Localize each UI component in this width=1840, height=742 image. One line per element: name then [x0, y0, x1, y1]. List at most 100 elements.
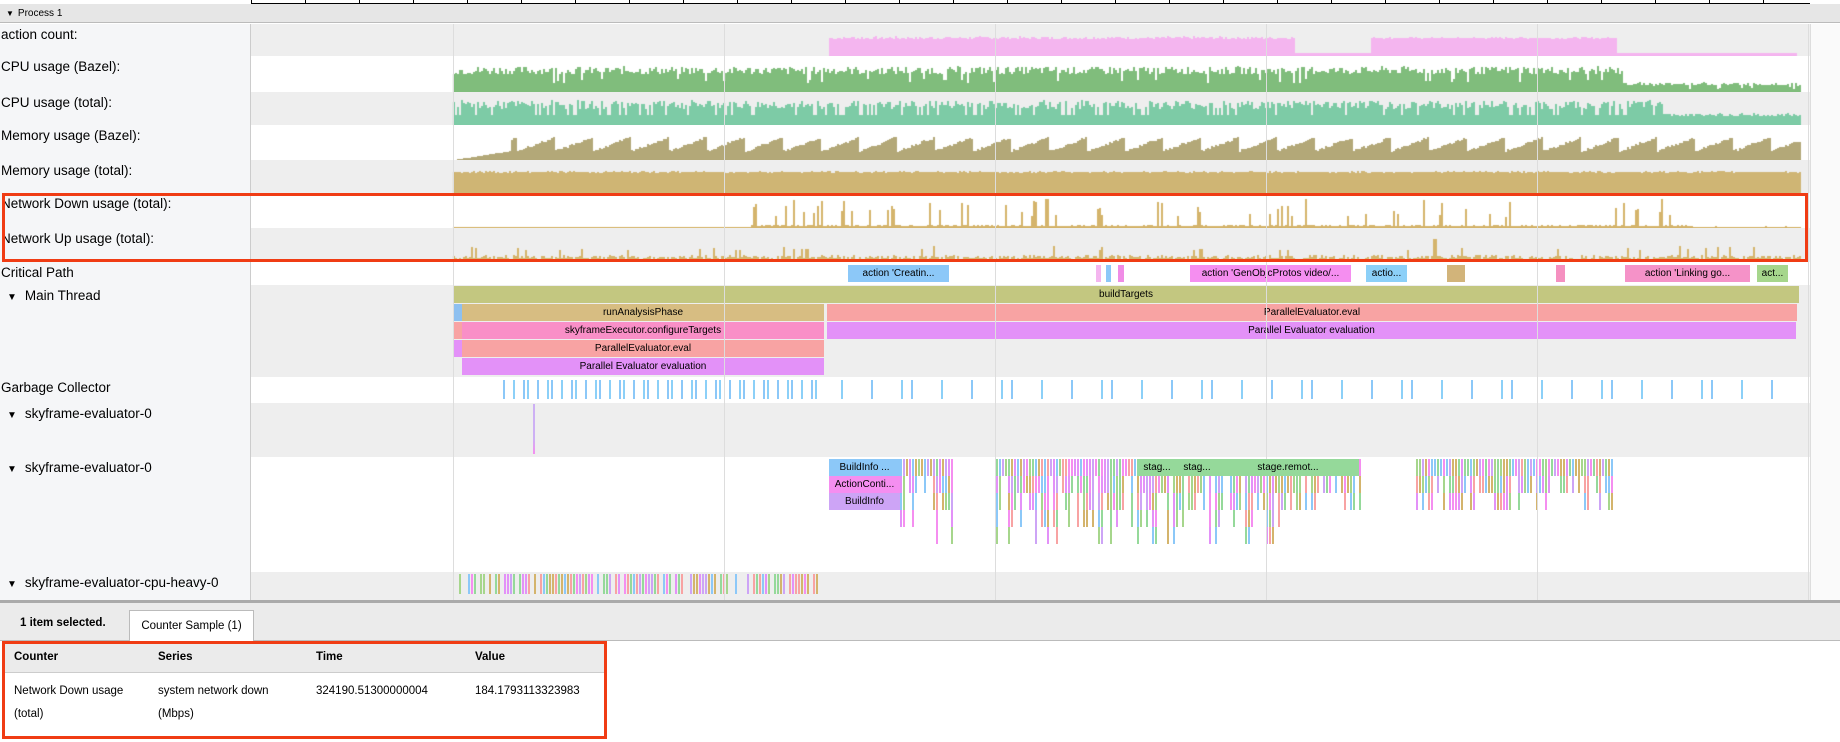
- evaluator-slice[interactable]: [1605, 476, 1607, 493]
- evaluator-slice[interactable]: [912, 510, 914, 527]
- evaluator-slice[interactable]: [1197, 476, 1199, 493]
- evaluator-slice[interactable]: [1221, 493, 1223, 510]
- evaluator-slice[interactable]: [1461, 476, 1463, 493]
- cpu-heavy-slice[interactable]: [510, 574, 512, 594]
- evaluator-slice[interactable]: [1542, 476, 1544, 493]
- gc-event[interactable]: [1611, 380, 1613, 399]
- cpu-heavy-slice[interactable]: [540, 574, 542, 594]
- network-up-chart[interactable]: [251, 228, 1810, 262]
- evaluator-slice[interactable]: [1347, 476, 1349, 493]
- evaluator-slice[interactable]: [1035, 493, 1037, 510]
- evaluator-slice[interactable]: [1536, 476, 1538, 493]
- evaluator-slice[interactable]: [996, 493, 998, 510]
- evaluator-slice[interactable]: [1245, 510, 1247, 527]
- evaluator-slice[interactable]: [1530, 459, 1532, 476]
- evaluator-slice[interactable]: [1359, 459, 1361, 476]
- evaluator-slice[interactable]: [1314, 493, 1316, 510]
- evaluator-slice[interactable]: [1068, 459, 1070, 476]
- cpu-heavy-slice[interactable]: [747, 574, 749, 594]
- gc-event[interactable]: [657, 380, 659, 399]
- cpu-heavy-slice[interactable]: [792, 574, 794, 594]
- evaluator-slice[interactable]: [1290, 493, 1292, 510]
- slice-parallel-evaluator-eval[interactable]: ParallelEvaluator.eval: [462, 340, 824, 357]
- evaluator-slice[interactable]: [933, 459, 935, 476]
- evaluator-slice[interactable]: [1029, 459, 1031, 476]
- cpu-heavy-slice[interactable]: [558, 574, 560, 594]
- evaluator-slice[interactable]: [1443, 493, 1445, 510]
- evaluator-slice[interactable]: [1083, 493, 1085, 510]
- evaluator-slice[interactable]: [1500, 459, 1502, 476]
- evaluator-slice[interactable]: [1341, 476, 1343, 493]
- cpu-heavy-slice[interactable]: [705, 574, 707, 594]
- evaluator-slice[interactable]: [1065, 476, 1067, 493]
- memory-bazel-chart[interactable]: [251, 125, 1810, 160]
- evaluator-slice[interactable]: [948, 493, 950, 510]
- evaluator-slice[interactable]: [1074, 459, 1076, 476]
- evaluator-slice[interactable]: [1056, 476, 1058, 493]
- gc-event[interactable]: [1471, 380, 1473, 399]
- evaluator-slice[interactable]: [1599, 459, 1601, 476]
- evaluator-slice[interactable]: [1152, 493, 1154, 510]
- evaluator-slice[interactable]: [1449, 493, 1451, 510]
- evaluator-slice[interactable]: [1542, 459, 1544, 476]
- evaluator-slice[interactable]: [1539, 459, 1541, 476]
- gc-event[interactable]: [1741, 380, 1743, 399]
- evaluator-slice[interactable]: [1599, 476, 1601, 493]
- gc-event[interactable]: [1301, 380, 1303, 399]
- evaluator-slice[interactable]: [1119, 459, 1121, 476]
- evaluator-slice[interactable]: [1215, 493, 1217, 510]
- evaluator-slice[interactable]: [1110, 459, 1112, 476]
- gc-event[interactable]: [801, 380, 803, 399]
- evaluator-slice[interactable]: [1506, 493, 1508, 510]
- evaluator-slice[interactable]: [1053, 493, 1055, 510]
- evaluator-slice[interactable]: [1344, 476, 1346, 493]
- evaluator-slice[interactable]: [1251, 510, 1253, 527]
- evaluator-slice[interactable]: [1587, 476, 1589, 493]
- gc-event[interactable]: [1701, 380, 1703, 399]
- evaluator-slice[interactable]: [1149, 493, 1151, 510]
- cpu-heavy-slice[interactable]: [498, 574, 500, 594]
- cpu-heavy-slice[interactable]: [648, 574, 650, 594]
- evaluator-slice[interactable]: [1020, 493, 1022, 510]
- evaluator-slice[interactable]: [900, 510, 902, 527]
- evaluator-slice[interactable]: [1599, 493, 1601, 510]
- evaluator-slice[interactable]: [1509, 459, 1511, 476]
- evaluator-slice[interactable]: [1032, 476, 1034, 493]
- evaluator-slice[interactable]: [1548, 476, 1550, 493]
- evaluator-slice[interactable]: [1545, 476, 1547, 493]
- cpu-heavy-slice[interactable]: [699, 574, 701, 594]
- cpu-heavy-slice[interactable]: [564, 574, 566, 594]
- evaluator-slice[interactable]: [1131, 510, 1133, 527]
- evaluator-slice[interactable]: [1146, 476, 1148, 493]
- evaluator-slice[interactable]: [1050, 459, 1052, 476]
- evaluator-slice[interactable]: [909, 476, 911, 493]
- evaluator-slice[interactable]: [1119, 476, 1121, 493]
- evaluator-slice[interactable]: [1269, 493, 1271, 510]
- evaluator-slice[interactable]: [1335, 476, 1337, 493]
- evaluator-slice[interactable]: [1173, 493, 1175, 510]
- cpu-heavy-slice[interactable]: [762, 574, 764, 594]
- evaluator-slice[interactable]: [1527, 459, 1529, 476]
- cpu-heavy-slice[interactable]: [666, 574, 668, 594]
- evaluator-slice[interactable]: [1131, 493, 1133, 510]
- gc-event[interactable]: [691, 380, 693, 399]
- evaluator-slice[interactable]: [1584, 493, 1586, 510]
- gc-event[interactable]: [1641, 380, 1643, 399]
- slice[interactable]: [453, 340, 462, 357]
- evaluator-slice[interactable]: [1491, 476, 1493, 493]
- evaluator-slice[interactable]: [933, 493, 935, 510]
- evaluator-slice[interactable]: [1062, 459, 1064, 476]
- evaluator-slice[interactable]: [1155, 510, 1157, 527]
- evaluator-slice[interactable]: [1110, 493, 1112, 510]
- evaluator-slice[interactable]: [1071, 459, 1073, 476]
- slice-parallel-evaluator-eval[interactable]: ParallelEvaluator.eval: [827, 304, 1797, 321]
- cpu-heavy-slice[interactable]: [768, 574, 770, 594]
- evaluator-slice[interactable]: [1131, 476, 1133, 493]
- gc-event[interactable]: [513, 380, 515, 399]
- evaluator-slice[interactable]: [1035, 476, 1037, 493]
- evaluator-slice[interactable]: [1230, 493, 1232, 510]
- evaluator-slice[interactable]: [1416, 459, 1418, 476]
- evaluator-slice[interactable]: [1248, 527, 1250, 544]
- evaluator-slice[interactable]: [1032, 493, 1034, 510]
- evaluator-slice[interactable]: [1560, 459, 1562, 476]
